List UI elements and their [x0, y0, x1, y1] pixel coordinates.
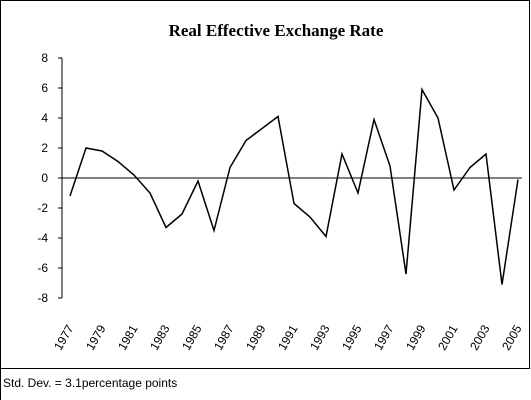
x-tick-label: 1989	[243, 322, 269, 352]
x-tick-label: 1979	[83, 322, 109, 352]
y-tick-label: 4	[41, 111, 48, 125]
x-tick-label: 1991	[275, 322, 301, 352]
x-tick-label: 1987	[211, 322, 237, 352]
x-tick-label: 2005	[499, 322, 525, 352]
x-tick-label: 1983	[147, 322, 173, 352]
y-tick-label: -4	[37, 231, 48, 245]
y-tick-label: 8	[41, 51, 48, 65]
x-tick-label: 1977	[51, 322, 77, 352]
chart-title: Real Effective Exchange Rate	[169, 21, 384, 40]
x-tick-label: 1999	[403, 322, 429, 352]
x-tick-label: 1985	[179, 322, 205, 352]
data-line	[69, 87, 519, 285]
y-tick-label: 6	[41, 81, 48, 95]
chart-frame	[0, 0, 530, 369]
x-tick-label: 2001	[435, 322, 461, 352]
y-tick-label: -8	[37, 291, 48, 305]
y-tick-label: -6	[37, 261, 48, 275]
y-tick-label: 2	[41, 141, 48, 155]
x-tick-label: 1997	[371, 322, 397, 352]
y-tick-label: 0	[41, 171, 48, 185]
y-tick-label: -2	[37, 201, 48, 215]
x-tick-label: 1995	[339, 322, 365, 352]
x-tick-label: 2003	[467, 322, 493, 352]
x-tick-label: 1981	[115, 322, 141, 352]
footnote: Std. Dev. = 3.1percentage points	[3, 376, 177, 390]
x-tick-label: 1993	[307, 322, 333, 352]
